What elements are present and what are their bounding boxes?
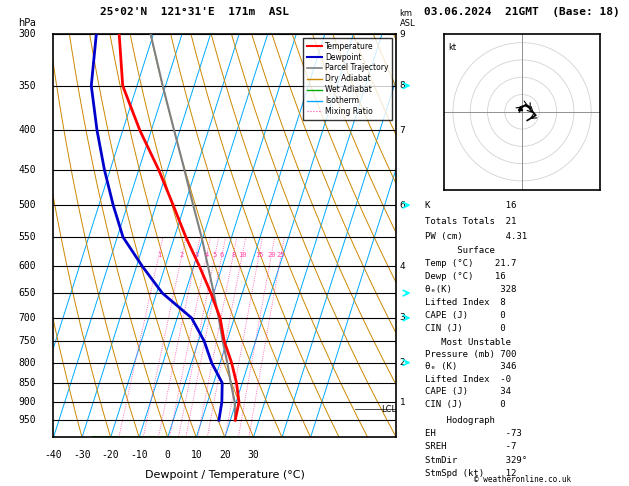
Text: kt: kt bbox=[448, 43, 456, 52]
Text: -20: -20 bbox=[102, 450, 120, 459]
Text: CAPE (J)      34: CAPE (J) 34 bbox=[425, 387, 511, 396]
Text: 8: 8 bbox=[399, 81, 406, 90]
Text: 9: 9 bbox=[399, 30, 406, 38]
Text: 5: 5 bbox=[213, 252, 217, 258]
Text: 400: 400 bbox=[19, 125, 36, 136]
Text: 300: 300 bbox=[19, 29, 36, 39]
Text: 3: 3 bbox=[399, 313, 406, 322]
Text: 4: 4 bbox=[204, 252, 209, 258]
Text: 6: 6 bbox=[220, 252, 224, 258]
Text: 4: 4 bbox=[399, 262, 405, 271]
Text: θₑ (K)        346: θₑ (K) 346 bbox=[425, 363, 516, 371]
Text: Lifted Index  -0: Lifted Index -0 bbox=[425, 375, 511, 384]
Text: -40: -40 bbox=[45, 450, 62, 459]
Text: SREH           -7: SREH -7 bbox=[425, 442, 516, 451]
Text: Most Unstable: Most Unstable bbox=[425, 338, 511, 347]
Text: 3: 3 bbox=[194, 252, 198, 258]
Text: 7: 7 bbox=[399, 126, 406, 135]
Text: 1: 1 bbox=[399, 398, 406, 407]
Text: 950: 950 bbox=[19, 415, 36, 425]
Text: θₑ(K)         328: θₑ(K) 328 bbox=[425, 285, 516, 294]
Text: hPa: hPa bbox=[18, 18, 36, 28]
Text: Pressure (mb) 700: Pressure (mb) 700 bbox=[425, 350, 516, 359]
Text: Temp (°C)    21.7: Temp (°C) 21.7 bbox=[425, 259, 516, 268]
Text: km
ASL: km ASL bbox=[399, 9, 415, 28]
Text: © weatheronline.co.uk: © weatheronline.co.uk bbox=[474, 474, 571, 484]
Text: 850: 850 bbox=[19, 378, 36, 388]
Text: CIN (J)       0: CIN (J) 0 bbox=[425, 324, 505, 333]
Text: 20: 20 bbox=[267, 252, 276, 258]
Text: 30: 30 bbox=[248, 450, 259, 459]
Text: Lifted Index  8: Lifted Index 8 bbox=[425, 298, 505, 307]
Text: 10: 10 bbox=[191, 450, 202, 459]
Text: 8: 8 bbox=[231, 252, 235, 258]
Text: 350: 350 bbox=[19, 81, 36, 91]
Text: 0: 0 bbox=[165, 450, 170, 459]
Text: Dewpoint / Temperature (°C): Dewpoint / Temperature (°C) bbox=[145, 469, 305, 480]
Text: 2: 2 bbox=[399, 358, 405, 367]
Text: 15: 15 bbox=[255, 252, 264, 258]
Text: Totals Totals  21: Totals Totals 21 bbox=[425, 217, 516, 226]
Text: 25: 25 bbox=[277, 252, 286, 258]
Text: 900: 900 bbox=[19, 397, 36, 407]
Text: 6: 6 bbox=[399, 201, 406, 209]
Text: K              16: K 16 bbox=[425, 201, 516, 210]
Text: Hodograph: Hodograph bbox=[425, 416, 494, 425]
Text: 700: 700 bbox=[19, 313, 36, 323]
Text: 500: 500 bbox=[19, 200, 36, 210]
Text: 550: 550 bbox=[19, 232, 36, 242]
Text: 03.06.2024  21GMT  (Base: 18): 03.06.2024 21GMT (Base: 18) bbox=[424, 7, 620, 17]
Text: Dewp (°C)    16: Dewp (°C) 16 bbox=[425, 272, 505, 281]
Text: CIN (J)       0: CIN (J) 0 bbox=[425, 400, 505, 409]
Text: -30: -30 bbox=[73, 450, 91, 459]
Text: 600: 600 bbox=[19, 261, 36, 271]
Text: EH             -73: EH -73 bbox=[425, 429, 521, 438]
Text: StmDir         329°: StmDir 329° bbox=[425, 455, 526, 465]
Text: PW (cm)        4.31: PW (cm) 4.31 bbox=[425, 232, 526, 241]
Legend: Temperature, Dewpoint, Parcel Trajectory, Dry Adiabat, Wet Adiabat, Isotherm, Mi: Temperature, Dewpoint, Parcel Trajectory… bbox=[303, 38, 392, 120]
Text: CAPE (J)      0: CAPE (J) 0 bbox=[425, 311, 505, 320]
Text: 10: 10 bbox=[238, 252, 247, 258]
Text: 750: 750 bbox=[19, 336, 36, 346]
Text: LCL: LCL bbox=[381, 405, 396, 414]
Text: -10: -10 bbox=[130, 450, 148, 459]
Text: 2: 2 bbox=[180, 252, 184, 258]
Text: 800: 800 bbox=[19, 358, 36, 367]
Text: 25°02'N  121°31'E  171m  ASL: 25°02'N 121°31'E 171m ASL bbox=[101, 7, 289, 17]
Text: StmSpd (kt)    12: StmSpd (kt) 12 bbox=[425, 469, 516, 478]
Text: 650: 650 bbox=[19, 288, 36, 298]
Text: 1: 1 bbox=[157, 252, 161, 258]
Text: 20: 20 bbox=[219, 450, 231, 459]
Text: Surface: Surface bbox=[425, 246, 494, 255]
Text: 450: 450 bbox=[19, 165, 36, 175]
